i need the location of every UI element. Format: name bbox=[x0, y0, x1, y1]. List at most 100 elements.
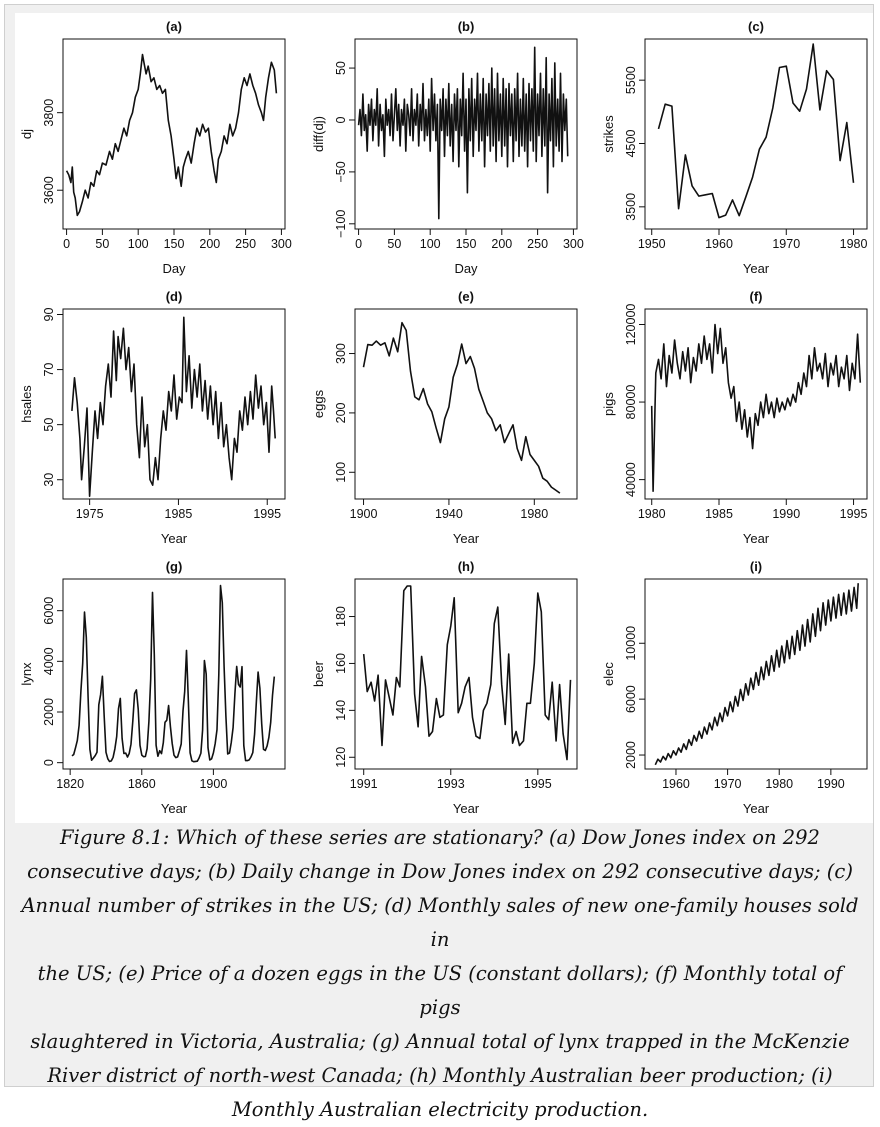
x-tick-label: 100 bbox=[420, 237, 441, 251]
y-tick-label: 4500 bbox=[624, 130, 638, 158]
y-tick-label: 2000 bbox=[42, 698, 56, 726]
plot-frame bbox=[354, 578, 578, 770]
x-tick-label: 1993 bbox=[437, 777, 465, 791]
y-axis-label: pigs bbox=[601, 392, 616, 416]
x-tick-label: 1970 bbox=[772, 237, 800, 251]
y-tick-label: 3800 bbox=[42, 99, 56, 127]
x-tick-label: 1980 bbox=[638, 507, 666, 521]
x-tick-label: 1980 bbox=[840, 237, 868, 251]
plot-frame bbox=[62, 308, 286, 500]
y-axis-label: strikes bbox=[601, 115, 616, 153]
x-tick-label: 1980 bbox=[765, 777, 793, 791]
plot-frame bbox=[62, 38, 286, 230]
x-tick-label: 1995 bbox=[840, 507, 868, 521]
y-tick-label: 300 bbox=[334, 343, 348, 364]
caption-line: slaughtered in Victoria, Australia; (g) … bbox=[30, 1030, 850, 1053]
panel-title: (a) bbox=[166, 19, 182, 34]
x-tick-label: 1960 bbox=[705, 237, 733, 251]
x-tick-label: 0 bbox=[63, 237, 70, 251]
panel-title: (i) bbox=[750, 559, 762, 574]
x-tick-label: 200 bbox=[199, 237, 220, 251]
panel-e: (e) 1900 1940 1980 100 200 300 Year eggs bbox=[311, 289, 578, 546]
panel-b: (b) 0 50 100 150 200 250 300 −100 −50 0 50 Day diff(d… bbox=[311, 19, 584, 276]
panel-f: (f) 1980 1985 1990 1995 40000 80000 120000 Year p… bbox=[601, 289, 868, 546]
y-axis-label: lynx bbox=[19, 662, 34, 686]
series-line bbox=[654, 583, 859, 766]
x-tick-label: 50 bbox=[387, 237, 401, 251]
x-tick-label: 1900 bbox=[350, 507, 378, 521]
x-tick-label: 1990 bbox=[772, 507, 800, 521]
series-line bbox=[65, 53, 278, 217]
x-tick-label: 250 bbox=[527, 237, 548, 251]
y-tick-label: 90 bbox=[42, 308, 56, 322]
caption-line: River district of north-west Canada; (h)… bbox=[47, 1064, 833, 1087]
y-tick-label: 3500 bbox=[624, 193, 638, 221]
y-tick-label: −100 bbox=[334, 210, 348, 238]
x-tick-label: 100 bbox=[128, 237, 149, 251]
series-line bbox=[362, 585, 572, 761]
panel-c: (c) 1950 1960 1970 1980 3500 4500 5500 Year strik… bbox=[601, 19, 868, 276]
x-tick-label: 200 bbox=[491, 237, 512, 251]
x-tick-label: 1975 bbox=[76, 507, 104, 521]
y-tick-label: 50 bbox=[42, 418, 56, 432]
y-axis-label: elec bbox=[601, 662, 616, 686]
caption-line: Figure 8.1: Which of these series are st… bbox=[60, 826, 820, 849]
x-tick-label: 300 bbox=[563, 237, 584, 251]
x-tick-label: 1950 bbox=[638, 237, 666, 251]
panel-g: (g) 1820 1860 1900 0 2000 4000 6000 Year lynx bbox=[19, 559, 286, 816]
y-tick-label: 140 bbox=[334, 700, 348, 721]
panel-i: (i) 1960 1970 1980 1990 2000 6000 10000 Year elec bbox=[601, 559, 868, 816]
x-tick-label: 1960 bbox=[662, 777, 690, 791]
panel-a: (a) 0 50 100 150 200 250 300 3600 3800 Day dj bbox=[19, 19, 292, 276]
y-tick-label: 180 bbox=[334, 606, 348, 627]
series-line bbox=[657, 43, 855, 219]
x-tick-label: 1990 bbox=[817, 777, 845, 791]
y-tick-label: 70 bbox=[42, 363, 56, 377]
y-axis-label: hsales bbox=[19, 385, 34, 423]
plot-frame bbox=[62, 578, 286, 770]
y-tick-label: 120 bbox=[334, 747, 348, 768]
y-tick-label: −50 bbox=[334, 161, 348, 182]
x-axis-label: Year bbox=[743, 261, 770, 276]
x-axis-label: Year bbox=[743, 801, 770, 816]
series-line bbox=[71, 316, 276, 498]
x-tick-label: 1900 bbox=[199, 777, 227, 791]
x-tick-label: 300 bbox=[271, 237, 292, 251]
y-tick-label: 6000 bbox=[624, 685, 638, 713]
x-tick-label: 0 bbox=[355, 237, 362, 251]
panel-h: (h) 1991 1993 1995 120 140 160 180 Year beer bbox=[311, 559, 578, 816]
caption-line: Monthly Australian electricity productio… bbox=[231, 1098, 649, 1121]
series-line bbox=[650, 323, 862, 493]
x-tick-label: 1985 bbox=[705, 507, 733, 521]
y-axis-label: eggs bbox=[311, 389, 326, 418]
y-tick-label: 5500 bbox=[624, 66, 638, 94]
y-tick-label: 80000 bbox=[624, 385, 638, 420]
caption-line: Annual number of strikes in the US; (d) … bbox=[21, 894, 859, 951]
plot-grid: (a) 0 50 100 150 200 250 300 3600 3800 Day dj (b) 0 50… bbox=[15, 13, 873, 823]
x-tick-label: 1995 bbox=[253, 507, 281, 521]
series-line bbox=[357, 46, 569, 220]
caption-line: consecutive days; (b) Daily change in Do… bbox=[27, 860, 853, 883]
x-axis-label: Day bbox=[162, 261, 186, 276]
x-tick-label: 150 bbox=[164, 237, 185, 251]
x-tick-label: 1995 bbox=[524, 777, 552, 791]
plot-frame bbox=[644, 578, 868, 770]
x-axis-label: Day bbox=[454, 261, 478, 276]
y-tick-label: 160 bbox=[334, 653, 348, 674]
y-tick-label: 30 bbox=[42, 473, 56, 487]
x-axis-label: Year bbox=[453, 801, 480, 816]
panel-title: (c) bbox=[748, 19, 764, 34]
panel-title: (e) bbox=[458, 289, 474, 304]
y-tick-label: 200 bbox=[334, 402, 348, 423]
panel-title: (d) bbox=[166, 289, 183, 304]
y-tick-label: 40000 bbox=[624, 462, 638, 497]
y-tick-label: 0 bbox=[42, 759, 56, 766]
y-tick-label: 4000 bbox=[42, 647, 56, 675]
y-axis-label: beer bbox=[311, 660, 326, 687]
y-tick-label: 10000 bbox=[624, 626, 638, 661]
figure-frame: (a) 0 50 100 150 200 250 300 3600 3800 Day dj (b) 0 50… bbox=[4, 4, 874, 1121]
y-tick-label: 50 bbox=[334, 61, 348, 75]
panel-title: (h) bbox=[458, 559, 475, 574]
plot-frame bbox=[644, 308, 868, 500]
